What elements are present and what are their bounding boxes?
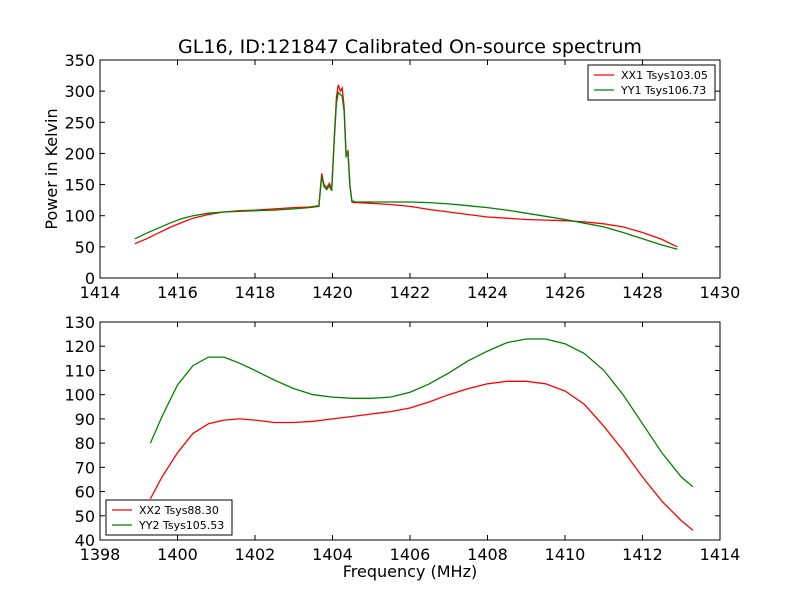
x-tick-label: 1414 xyxy=(80,283,121,302)
series-line-2 xyxy=(149,338,694,488)
y-tick-label: 120 xyxy=(64,337,95,356)
legend-label: XX2 Tsys88.30 xyxy=(139,504,219,517)
legend: XX2 Tsys88.30 YY2 Tsys105.53 xyxy=(105,499,233,536)
y-tick-label: 350 xyxy=(64,51,95,70)
x-tick-label: 1422 xyxy=(390,283,431,302)
y-tick-label: 90 xyxy=(75,410,95,429)
legend: XX1 Tsys103.05 YY1 Tsys106.73 xyxy=(587,64,716,101)
series-line-1 xyxy=(149,380,694,531)
x-tick-label: 1424 xyxy=(467,283,508,302)
bottom-plot: 1398 1400 1402 1404 1406 1408 1410 1412 1414 40 50… xyxy=(64,313,740,564)
chart-title: GL16, ID:121847 Calibrated On-source spe… xyxy=(178,36,642,58)
x-tick-label: 1412 xyxy=(622,545,663,564)
legend-label: XX1 Tsys103.05 xyxy=(621,69,708,82)
x-tick-label: 1410 xyxy=(545,545,586,564)
x-tick-label: 1426 xyxy=(545,283,586,302)
y-tick-label: 0 xyxy=(85,269,95,288)
y-tick-label: 50 xyxy=(75,507,95,526)
x-tick-label: 1408 xyxy=(467,545,508,564)
legend-box xyxy=(105,499,233,536)
x-tick-label: 1404 xyxy=(312,545,353,564)
y-tick-label: 130 xyxy=(64,313,95,332)
x-tick-label: 1402 xyxy=(235,545,276,564)
y-tick-label: 50 xyxy=(75,238,95,257)
legend-label: YY1 Tsys106.73 xyxy=(620,84,706,97)
y-tick-label: 40 xyxy=(75,531,95,550)
y-tick-label: 150 xyxy=(64,176,95,195)
x-tick-label: 1430 xyxy=(700,283,741,302)
legend-label: YY2 Tsys105.53 xyxy=(138,519,224,532)
series-line-2 xyxy=(134,91,678,250)
x-tick-label: 1420 xyxy=(312,283,353,302)
y-tick-label: 80 xyxy=(75,434,95,453)
y-axis-label: Power in Kelvin xyxy=(42,108,61,229)
y-tick-label: 110 xyxy=(64,361,95,380)
x-tick-label: 1414 xyxy=(700,545,741,564)
y-tick-label: 60 xyxy=(75,483,95,502)
x-tick-label: 1428 xyxy=(622,283,663,302)
y-tick-label: 250 xyxy=(64,113,95,132)
y-tick-label: 100 xyxy=(64,207,95,226)
y-tick-label: 200 xyxy=(64,144,95,163)
x-tick-label: 1400 xyxy=(157,545,198,564)
y-tick-label: 70 xyxy=(75,458,95,477)
y-tick-label: 100 xyxy=(64,386,95,405)
x-tick-label: 1416 xyxy=(157,283,198,302)
legend-box xyxy=(587,64,716,101)
x-axis-label: Frequency (MHz) xyxy=(343,562,477,581)
x-tick-label: 1418 xyxy=(235,283,276,302)
x-tick-label: 1398 xyxy=(80,545,121,564)
x-tick-label: 1406 xyxy=(390,545,431,564)
y-tick-label: 300 xyxy=(64,82,95,101)
top-plot: 1414 1416 1418 1420 1422 1424 1426 1428 1430 0 50 1… xyxy=(42,51,740,302)
